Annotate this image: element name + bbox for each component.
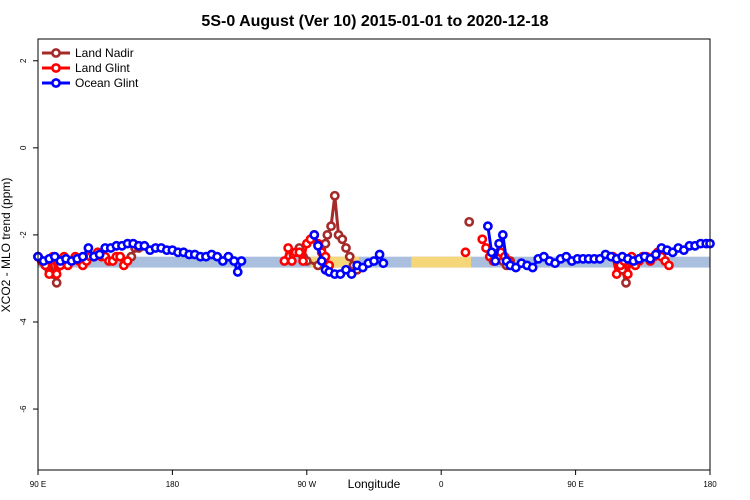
y-tick-label-1: 0 bbox=[19, 145, 28, 150]
series-2-point-0-9 bbox=[83, 243, 94, 253]
series-2-point-0-36 bbox=[232, 267, 243, 277]
series-1-point-1-4 bbox=[294, 247, 305, 258]
series-0-point-2-5 bbox=[320, 238, 331, 249]
series-1-point-1-0 bbox=[279, 256, 290, 266]
y-tick-label-2: -2 bbox=[19, 231, 28, 239]
y-tick-label-4: -6 bbox=[19, 405, 28, 413]
legend-label-1: Land Glint bbox=[75, 61, 130, 75]
series-2-point-0-37 bbox=[236, 256, 247, 266]
series-2-point-0-8 bbox=[77, 251, 88, 262]
y-tick-label-0: 2 bbox=[19, 58, 28, 63]
chart-title: 5S-0 August (Ver 10) 2015-01-01 to 2020-… bbox=[201, 13, 548, 30]
series-2-point-2-0 bbox=[482, 221, 493, 232]
series-2 bbox=[33, 221, 715, 279]
series-2-point-1-14 bbox=[378, 258, 389, 269]
reference-band-2 bbox=[411, 256, 472, 268]
series-0-point-2-12 bbox=[344, 251, 355, 262]
series-1-point-4-15 bbox=[664, 260, 674, 271]
series-2-point-2-1 bbox=[486, 247, 497, 258]
series-2-point-1-8 bbox=[346, 269, 357, 279]
x-tick-label-0: 90 E bbox=[30, 480, 46, 489]
plot-frame bbox=[37, 38, 711, 471]
series-2-point-1-0 bbox=[309, 230, 320, 240]
series-1-point-1-2 bbox=[286, 256, 297, 266]
series-0-point-0-5 bbox=[51, 277, 62, 288]
legend-label-0: Land Nadir bbox=[75, 46, 134, 60]
series-2-point-1-12 bbox=[369, 256, 379, 266]
y-axis: 2 0 -2 -4 -6 bbox=[19, 58, 38, 413]
x-axis: 90 E 180 90 W 0 90 E 180 bbox=[30, 470, 717, 489]
series-0-point-2-8 bbox=[329, 190, 340, 201]
legend-item-0: Land Nadir bbox=[42, 46, 134, 60]
series-1-point-0-3 bbox=[44, 269, 55, 279]
series-2-point-2-10 bbox=[527, 262, 538, 273]
x-tick-label-4: 90 E bbox=[567, 480, 583, 489]
legend-marker-2 bbox=[51, 78, 61, 88]
legend-label-2: Ocean Glint bbox=[75, 76, 139, 90]
series-1-point-4-1 bbox=[611, 269, 622, 279]
series-1-point-0-5 bbox=[51, 269, 62, 279]
legend-marker-0 bbox=[51, 48, 61, 58]
y-axis-label: XCO2 - MLO trend (ppm) bbox=[0, 178, 13, 313]
series-0-point-2-11 bbox=[341, 243, 351, 253]
legend-marker-1 bbox=[51, 63, 61, 73]
series-layer bbox=[33, 190, 715, 288]
x-tick-label-5: 180 bbox=[703, 480, 717, 489]
series-1-point-4-4 bbox=[622, 269, 633, 279]
x-tick-label-1: 180 bbox=[166, 480, 180, 489]
series-0-point-5-1 bbox=[621, 277, 631, 288]
reference-band-1 bbox=[310, 256, 360, 268]
series-2-point-2-2 bbox=[490, 256, 501, 266]
series-1-point-3-0 bbox=[477, 234, 488, 245]
legend-item-1: Land Glint bbox=[42, 61, 130, 75]
series-0-point-2-7 bbox=[326, 221, 336, 232]
x-tick-label-2: 90 W bbox=[297, 480, 316, 489]
series-2-point-0-35 bbox=[229, 256, 239, 266]
x-tick-label-3: 0 bbox=[439, 480, 444, 489]
series-1-point-0-22 bbox=[115, 251, 126, 262]
series-2-point-2-4 bbox=[497, 230, 508, 240]
series-0-point-2-10 bbox=[337, 234, 348, 245]
series-1-point-2-0 bbox=[460, 247, 471, 258]
series-1-point-0-24 bbox=[122, 256, 133, 266]
series-1-point-1-5 bbox=[298, 256, 308, 266]
series-2-point-1-2 bbox=[316, 256, 327, 266]
series-0-point-2-6 bbox=[322, 230, 333, 240]
series-2-point-2-32 bbox=[650, 249, 661, 260]
x-axis-label: Longitude bbox=[348, 477, 401, 491]
series-2-point-1-1 bbox=[313, 240, 323, 251]
series-0-point-3-0 bbox=[464, 216, 475, 227]
series-1-point-1-1 bbox=[283, 243, 294, 253]
y-tick-label-3: -4 bbox=[19, 318, 28, 326]
series-2-point-2-3 bbox=[494, 238, 504, 249]
series-2-point-0-11 bbox=[94, 249, 105, 260]
legend-item-2: Ocean Glint bbox=[42, 76, 139, 90]
series-2-point-1-13 bbox=[374, 249, 385, 260]
